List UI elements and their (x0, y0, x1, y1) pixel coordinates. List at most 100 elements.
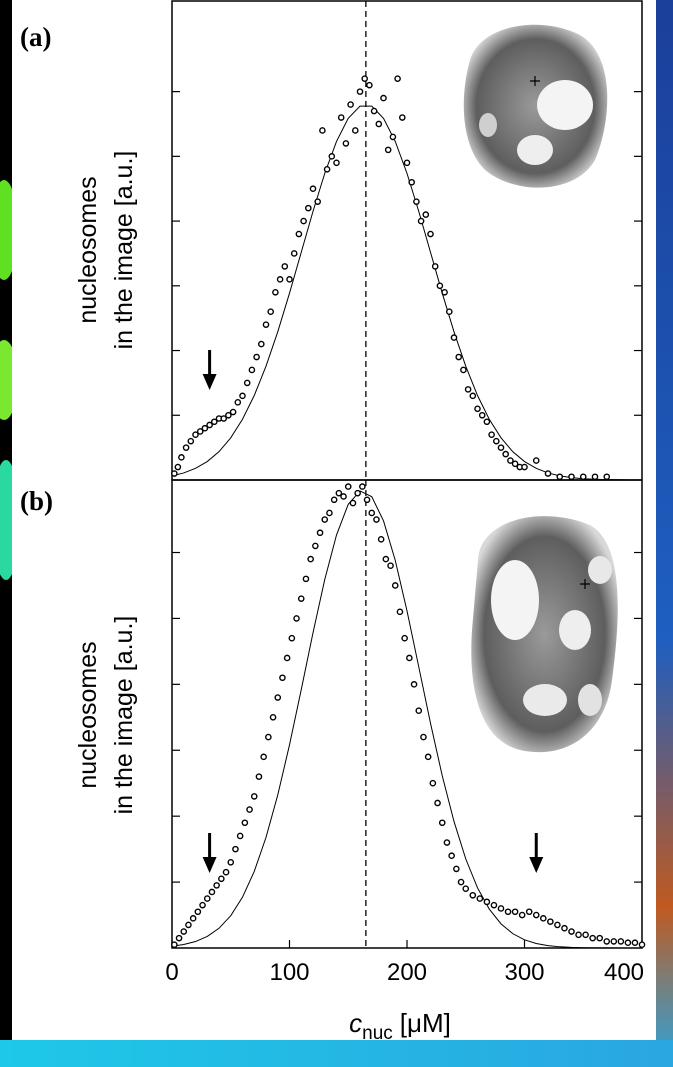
data-point (279, 674, 286, 682)
data-point (208, 888, 216, 896)
data-point (210, 418, 218, 426)
x-label-unit: [μM] (400, 1008, 451, 1038)
data-point (476, 895, 484, 902)
data-point (460, 366, 467, 374)
data-point (171, 470, 178, 477)
data-point (174, 463, 182, 471)
data-point (267, 308, 275, 316)
data-point (617, 938, 625, 945)
data-point (589, 934, 596, 942)
y-axis-label: nucleosomes (74, 641, 102, 788)
data-point (532, 457, 540, 464)
data-point (175, 934, 183, 942)
inset-image-b (471, 516, 618, 753)
data-point (547, 918, 554, 925)
data-point (351, 127, 359, 134)
data-point (596, 934, 604, 942)
y-axis-label: in the image [a.u.] (110, 616, 138, 815)
panel-1: (b) nucleosomes in the image [a.u.] 0 100 200… (20, 479, 646, 986)
data-point (408, 178, 416, 186)
data-point (603, 938, 611, 945)
data-point (171, 941, 178, 949)
data-point (227, 859, 235, 866)
data-point (464, 386, 472, 393)
data-point (450, 334, 458, 341)
arrow-head (529, 857, 544, 873)
data-point (213, 882, 220, 889)
data-point (366, 81, 373, 89)
data-point (474, 405, 481, 413)
data-point (312, 542, 319, 550)
data-point (417, 217, 425, 225)
data-point (424, 753, 432, 761)
data-point (380, 94, 387, 102)
data-point (478, 411, 486, 419)
data-point (234, 399, 242, 406)
data-point (323, 165, 331, 173)
data-point (631, 939, 639, 947)
data-point (328, 153, 336, 160)
data-point (199, 901, 206, 909)
x-tick-label: 0 (165, 959, 178, 986)
data-point (274, 694, 282, 701)
data-point (236, 832, 244, 840)
data-point (340, 493, 347, 500)
data-point (579, 473, 587, 481)
data-point (469, 392, 477, 400)
data-point (413, 198, 420, 205)
data-point (457, 878, 465, 886)
data-point (582, 931, 589, 939)
data-point (391, 582, 399, 589)
data-point (521, 463, 528, 471)
arrow (529, 833, 544, 873)
data-point (377, 536, 385, 543)
data-point (389, 133, 397, 141)
data-point (544, 470, 552, 477)
data-point (272, 288, 279, 296)
data-point (187, 437, 195, 445)
data-point (283, 654, 291, 662)
data-point (431, 263, 439, 270)
data-point (511, 460, 519, 468)
data-point (415, 707, 423, 715)
data-point (624, 939, 632, 947)
data-point (532, 911, 540, 919)
data-point (330, 496, 338, 504)
data-point (438, 819, 446, 827)
data-point (222, 868, 230, 876)
data-point (232, 845, 239, 853)
data-point (189, 915, 197, 922)
data-point (455, 353, 463, 361)
x-tick-label: 200 (387, 959, 427, 986)
data-point (257, 340, 265, 348)
x-label-subscript: nuc (362, 1023, 393, 1044)
data-point (434, 799, 441, 807)
data-point (229, 408, 237, 416)
data-point (453, 865, 460, 873)
data-point (246, 806, 253, 813)
data-point (373, 516, 380, 523)
data-point (255, 773, 263, 780)
data-point (368, 509, 376, 517)
data-point (568, 928, 575, 935)
data-point (518, 911, 526, 919)
data-point (490, 901, 498, 909)
data-point (300, 217, 307, 225)
data-point (436, 282, 444, 290)
data-point (359, 483, 366, 490)
data-point (241, 819, 249, 827)
data-point (497, 905, 505, 912)
data-point (638, 941, 646, 949)
data-point (504, 908, 512, 916)
data-point (525, 908, 533, 916)
data-point (422, 211, 430, 218)
arrow (202, 350, 217, 390)
data-point (281, 263, 289, 270)
data-point (370, 107, 378, 115)
data-point (243, 379, 251, 387)
data-point (420, 733, 427, 741)
data-point (307, 555, 314, 563)
data-point (192, 431, 199, 438)
data-point (253, 353, 260, 361)
data-point (194, 908, 202, 916)
